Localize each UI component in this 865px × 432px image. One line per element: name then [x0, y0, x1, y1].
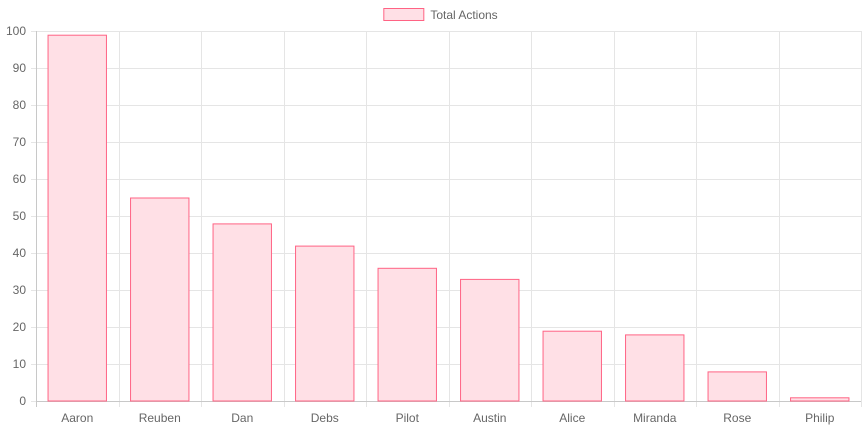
x-tick-label-aaron: Aaron [61, 411, 93, 425]
y-tick-label-60: 60 [13, 172, 27, 186]
x-tick-label-alice: Alice [559, 411, 585, 425]
bar-rose[interactable] [707, 371, 767, 402]
bars [47, 34, 850, 402]
y-tick-label-20: 20 [13, 320, 27, 334]
legend[interactable]: Total Actions [383, 8, 498, 22]
x-tick-label-philip: Philip [805, 411, 835, 425]
bar-dan[interactable] [212, 223, 272, 402]
bar-miranda[interactable] [625, 334, 685, 402]
bar-pilot[interactable] [377, 267, 437, 402]
bar-alice[interactable] [542, 330, 602, 402]
y-tick-label-10: 10 [13, 357, 27, 371]
x-tick-label-austin: Austin [473, 411, 506, 425]
legend-swatch-total-actions[interactable] [383, 8, 425, 21]
x-tick-label-dan: Dan [231, 411, 253, 425]
y-tick-label-90: 90 [13, 61, 27, 75]
y-tick-label-0: 0 [19, 394, 26, 408]
legend-label-total-actions[interactable]: Total Actions [430, 8, 497, 22]
y-tick-label-50: 50 [13, 209, 27, 223]
y-tick-label-100: 100 [6, 24, 26, 38]
bar-debs[interactable] [295, 245, 355, 402]
x-tick-label-reuben: Reuben [139, 411, 181, 425]
bar-austin[interactable] [460, 278, 520, 402]
y-axis-ticks: 0 10 20 30 40 50 60 70 80 90 100 [6, 24, 26, 408]
x-tick-label-debs: Debs [311, 411, 339, 425]
bar-aaron[interactable] [47, 34, 107, 402]
x-tick-label-pilot: Pilot [396, 411, 420, 425]
bar-philip[interactable] [790, 397, 850, 402]
x-tick-label-rose: Rose [723, 411, 751, 425]
y-tick-label-70: 70 [13, 135, 27, 149]
bar-reuben[interactable] [130, 197, 190, 402]
y-tick-label-80: 80 [13, 98, 27, 112]
y-tick-label-30: 30 [13, 283, 27, 297]
x-axis-ticks: Aaron Reuben Dan Debs Pilot Austin Alice Mirand… [61, 411, 835, 425]
y-tick-label-40: 40 [13, 246, 27, 260]
x-tick-label-miranda: Miranda [633, 411, 677, 425]
